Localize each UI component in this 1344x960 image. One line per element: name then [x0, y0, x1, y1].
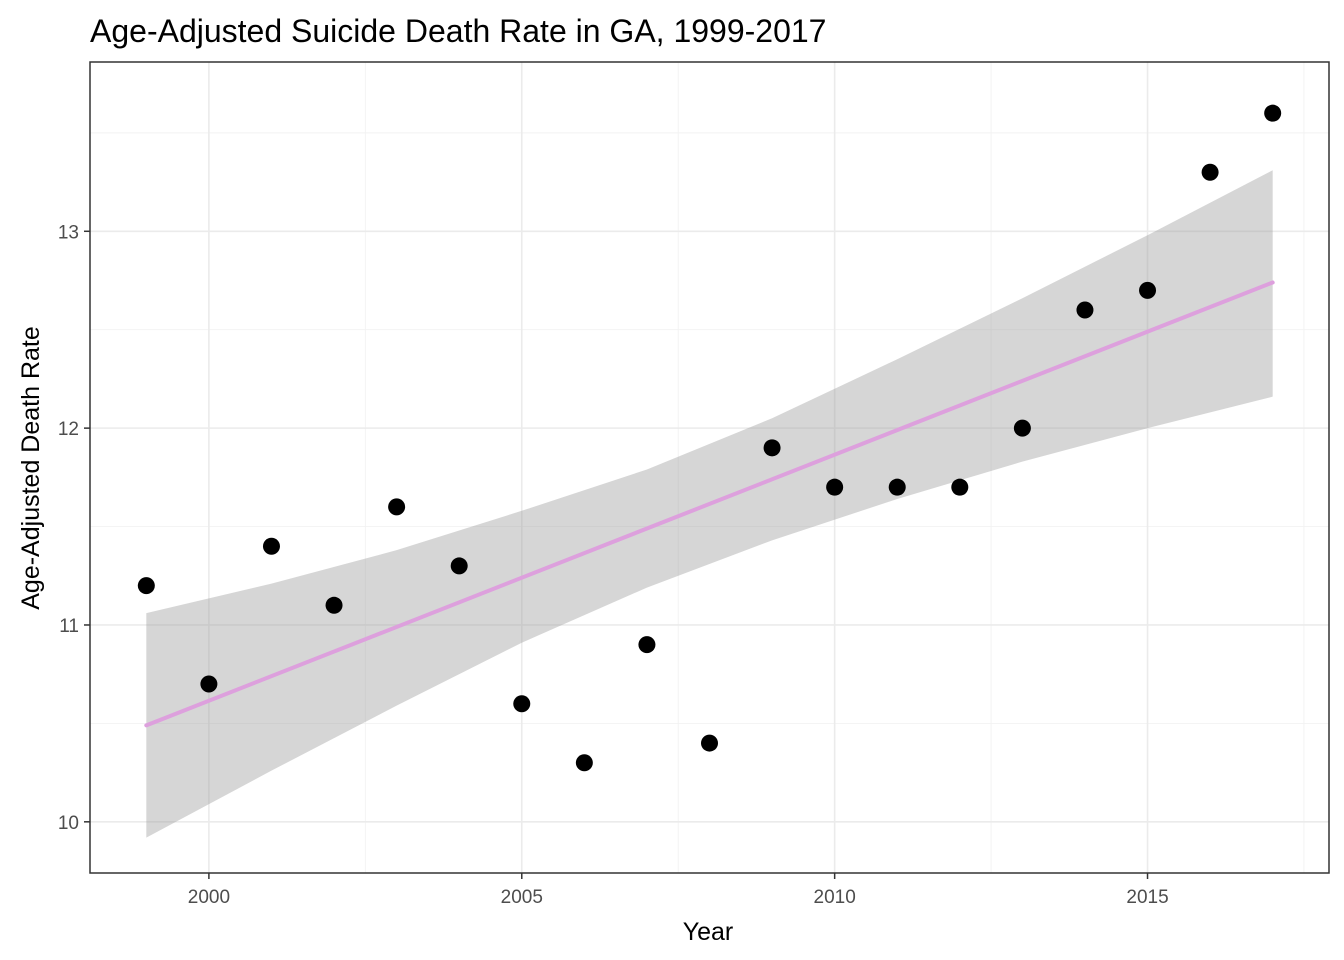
- data-point: [826, 479, 843, 496]
- data-point: [138, 577, 155, 594]
- data-point: [263, 538, 280, 555]
- data-point: [889, 479, 906, 496]
- data-point: [701, 735, 718, 752]
- data-point: [576, 754, 593, 771]
- chart-title: Age-Adjusted Suicide Death Rate in GA, 1…: [90, 13, 826, 49]
- data-point: [451, 557, 468, 574]
- data-point: [513, 695, 530, 712]
- y-tick-label: 13: [58, 222, 79, 243]
- x-tick-label: 2015: [1126, 887, 1168, 908]
- data-point: [326, 597, 343, 614]
- data-point: [1076, 302, 1093, 319]
- y-axis-title: Age-Adjusted Death Rate: [17, 326, 45, 610]
- x-tick-label: 2005: [501, 887, 543, 908]
- y-tick-label: 10: [58, 813, 79, 834]
- data-point: [1014, 420, 1031, 437]
- data-point: [200, 676, 217, 693]
- x-axis: 2000 2005 2010 2015: [188, 873, 1169, 908]
- regression-line: [146, 282, 1272, 725]
- y-tick-label: 12: [58, 419, 79, 440]
- data-point: [638, 636, 655, 653]
- x-tick-label: 2000: [188, 887, 230, 908]
- data-point: [1139, 282, 1156, 299]
- data-point: [951, 479, 968, 496]
- fit-layer: [146, 282, 1272, 725]
- x-tick-label: 2010: [814, 887, 856, 908]
- y-tick-label: 11: [59, 616, 79, 637]
- data-point: [1264, 105, 1281, 122]
- x-axis-title: Year: [683, 918, 734, 946]
- data-point: [764, 439, 781, 456]
- data-point: [388, 498, 405, 515]
- y-axis: 10 11 12 13: [58, 222, 90, 834]
- data-point: [1202, 164, 1219, 181]
